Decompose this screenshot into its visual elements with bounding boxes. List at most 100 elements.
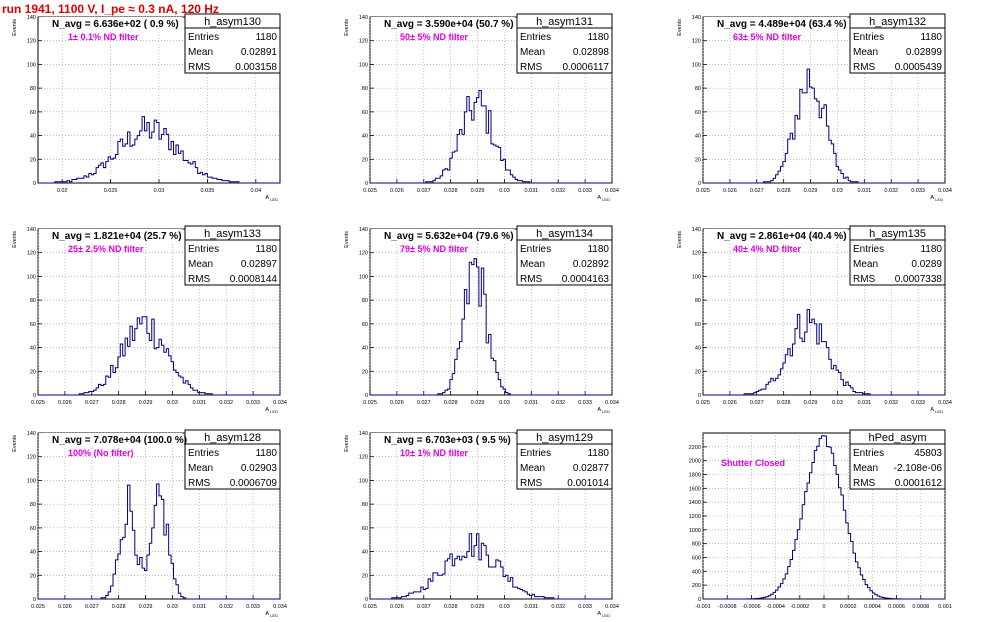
y-tick-label: 80 [30, 298, 36, 304]
stats-key-entries: Entries [188, 244, 219, 255]
stats-value-rms: 0.0007338 [895, 274, 943, 285]
y-tick-label: 60 [362, 322, 368, 328]
x-tick-label: 0.028 [777, 400, 791, 406]
y-axis-label: Events [12, 231, 18, 248]
stats-value-entries: 1180 [255, 32, 277, 43]
stats-value-entries: 1180 [587, 448, 609, 459]
stats-key-rms: RMS [853, 478, 876, 489]
y-tick-label: 120 [27, 251, 36, 257]
stats-value-entries: 1180 [587, 32, 609, 43]
x-tick-label: 0.031 [857, 400, 871, 406]
y-tick-label: 20 [362, 369, 368, 375]
navg-label: N_avg = 6.636e+02 ( 0.9 %) [52, 19, 179, 30]
x-tick-label: 0.027 [85, 400, 99, 406]
y-axis-label: Events [12, 19, 18, 36]
stats-key-mean: Mean [853, 463, 878, 474]
x-tick-label: 0.034 [938, 400, 952, 406]
y-tick-label: 40 [362, 550, 368, 556]
x-tick-label: 0.02 [57, 188, 68, 194]
stats-key-mean: Mean [853, 47, 878, 58]
title-label-bg [39, 229, 182, 242]
y-tick-label: 80 [30, 502, 36, 508]
y-tick-label: 40 [30, 134, 36, 140]
run-title: run 1941, 1100 V, I_pe ≈ 0.3 nA, 120 Hz [2, 2, 219, 16]
y-tick-label: 140 [692, 227, 701, 233]
y-tick-label: 140 [359, 227, 368, 233]
stats-key-entries: Entries [853, 448, 884, 459]
histogram-series [703, 309, 945, 396]
y-axis-label: Events [677, 19, 683, 36]
title-label-bg [371, 229, 514, 242]
x-tick-label: 0.03 [154, 188, 165, 194]
stats-key-mean: Mean [188, 47, 213, 58]
x-tick-label: 0.025 [104, 188, 118, 194]
x-tick-label: 0.0004 [864, 604, 881, 610]
stats-key-mean: Mean [520, 259, 545, 270]
title-label-bg [39, 17, 182, 30]
x-tick-label: -0.0002 [790, 604, 809, 610]
x-axis-label: A LED [930, 407, 943, 414]
stats-box-frame [849, 429, 946, 490]
y-tick-label: 400 [692, 569, 701, 575]
filter-annotation: 1± 0.1% ND filter [68, 32, 139, 42]
title-label-bg [371, 17, 514, 30]
stats-value-entries: 1180 [587, 244, 609, 255]
histogram-pad-h_asym132: 0.025 0.026 0.027 0.028 0.029 0.03 0.031 0.032 0… [677, 13, 952, 202]
stats-value-mean: 0.02898 [573, 47, 610, 58]
x-tick-label: 0.034 [605, 188, 619, 194]
title-label-bg [704, 17, 847, 30]
y-tick-label: 60 [362, 110, 368, 116]
x-axis-label: A LED [597, 195, 610, 202]
navg-label: N_avg = 2.861e+04 (40.4 %) [717, 231, 847, 242]
stats-value-entries: 1180 [255, 448, 277, 459]
y-tick-label: 20 [362, 573, 368, 579]
y-tick-label: 40 [30, 346, 36, 352]
histogram-name: h_asym128 [204, 432, 261, 444]
x-tick-label: 0.029 [804, 188, 818, 194]
x-tick-label: 0.032 [884, 188, 898, 194]
stats-box-frame [184, 13, 281, 74]
histogram-series [703, 435, 945, 600]
x-axis-label: A LED [597, 407, 610, 414]
histogram-series [370, 258, 612, 396]
x-tick-label: 0.027 [85, 604, 99, 610]
stats-box-frame [516, 225, 613, 286]
stats-box: h_asym128 Entries 1180 Mean 0.02903 RMS 0.0006… [184, 429, 281, 490]
stats-key-rms: RMS [520, 274, 543, 285]
x-tick-label: 0.027 [750, 400, 764, 406]
y-tick-label: 100 [27, 62, 36, 68]
x-tick-label: 0.035 [201, 188, 215, 194]
stats-key-rms: RMS [853, 62, 876, 73]
x-tick-label: 0.033 [246, 400, 260, 406]
x-tick-label: 0.028 [112, 400, 126, 406]
stats-key-entries: Entries [520, 244, 551, 255]
stats-key-mean: Mean [188, 463, 213, 474]
x-tick-label: 0.04 [250, 188, 261, 194]
y-tick-label: 40 [362, 134, 368, 140]
y-tick-label: 80 [695, 86, 701, 92]
histogram-name: hPed_asym [868, 432, 926, 444]
filter-annotation: 40± 4% ND filter [733, 244, 801, 254]
histogram-name: h_asym129 [536, 432, 593, 444]
histogram-pad-h_asym129: 0.025 0.026 0.027 0.028 0.029 0.03 0.031 0.032 0… [344, 429, 619, 618]
stats-box-frame [516, 429, 613, 490]
histogram-name: h_asym133 [204, 228, 261, 240]
stats-box: h_asym134 Entries 1180 Mean 0.02892 RMS 0.0004… [516, 225, 613, 286]
y-tick-label: 140 [359, 15, 368, 21]
stats-value-entries: 1180 [920, 244, 942, 255]
histogram-pad-h_asym131: 0.025 0.026 0.027 0.028 0.029 0.03 0.031 0.032 0… [344, 13, 619, 202]
x-tick-label: 0.028 [444, 400, 458, 406]
navg-label: N_avg = 7.078e+04 (100.0 %) [52, 435, 187, 446]
y-tick-label: 200 [692, 583, 701, 589]
x-tick-label: 0.0002 [840, 604, 857, 610]
stats-value-rms: 0.0006117 [562, 62, 609, 73]
histogram-pad-h_asym130: 0.02 0.025 0.03 0.035 0.04 0 20 40 60 80 100 120 140… [12, 13, 281, 202]
x-tick-label: 0.032 [884, 400, 898, 406]
navg-label: N_avg = 5.632e+04 (79.6 %) [384, 231, 514, 242]
y-tick-label: 80 [30, 86, 36, 92]
y-tick-label: 100 [359, 62, 368, 68]
filter-annotation: 50± 5% ND filter [400, 32, 468, 42]
filter-annotation: 10± 1% ND filter [400, 448, 468, 458]
x-tick-label: 0.031 [192, 604, 206, 610]
